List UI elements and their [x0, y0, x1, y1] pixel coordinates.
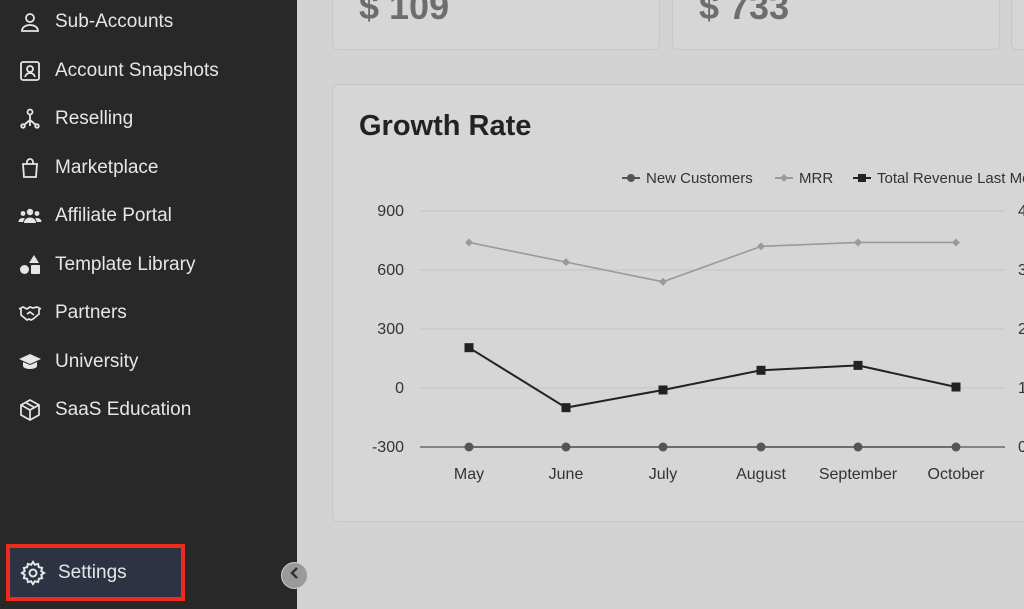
legend-label: New Customers [646, 169, 753, 187]
data-point [465, 238, 473, 247]
sidebar-item-label: Reselling [55, 108, 134, 129]
sidebar-item-reselling[interactable]: Reselling [16, 101, 286, 137]
y-tick-label: 0 [395, 380, 404, 397]
data-point [464, 343, 474, 353]
stat-card-1 [332, 0, 660, 50]
data-point [561, 442, 571, 452]
settings-label: Settings [58, 561, 127, 583]
sidebar-item-sub-accounts[interactable]: Sub-Accounts [16, 4, 286, 40]
data-point [756, 365, 766, 375]
data-point [951, 382, 961, 392]
data-point [561, 403, 571, 413]
x-tick-label: October [928, 466, 986, 483]
data-point [952, 238, 960, 247]
legend-circle-marker-icon [622, 174, 640, 182]
chevron-left-icon [288, 566, 302, 585]
data-point [853, 360, 863, 370]
x-tick-label: June [549, 466, 584, 483]
legend-mrr[interactable]: MRR [775, 168, 833, 188]
users-icon [16, 202, 44, 230]
legend-square-marker-icon [853, 174, 871, 182]
right-y-tick-label: 0 [1018, 439, 1024, 456]
growth-rate-card [332, 84, 1024, 522]
sidebar-item-label: SaaS Education [55, 399, 192, 420]
sidebar-item-affiliate-portal[interactable]: Affiliate Portal [16, 198, 286, 234]
data-point [464, 442, 474, 452]
data-point [658, 442, 668, 452]
right-y-tick-label: 2 [1018, 321, 1024, 338]
sidebar-item-label: Sub-Accounts [55, 11, 174, 32]
sidebar-item-label: Marketplace [55, 157, 159, 178]
stat-value-1: $ 109 [359, 0, 450, 27]
legend-label: Total Revenue Last Mo [877, 169, 1024, 187]
data-point [658, 385, 668, 395]
right-y-tick-label: 1 [1018, 380, 1024, 397]
stat-card-2 [672, 0, 1000, 50]
sidebar-item-university[interactable]: University [16, 344, 286, 380]
x-tick-label: July [649, 466, 677, 483]
reselling-icon [16, 105, 44, 133]
x-tick-label: September [819, 466, 898, 483]
sidebar-item-saas-education[interactable]: SaaS Education [16, 392, 286, 428]
data-point [853, 442, 863, 452]
sidebar-item-template-library[interactable]: Template Library [16, 247, 286, 283]
data-point [562, 258, 570, 267]
right-y-tick-label: 3 [1018, 262, 1024, 279]
series-line [468, 346, 957, 409]
sidebar-item-account-snapshots[interactable]: Account Snapshots [16, 53, 286, 89]
data-point [659, 277, 667, 286]
sidebar-item-label: Partners [55, 302, 127, 323]
snapshot-icon [16, 57, 44, 85]
legend-label: MRR [799, 169, 834, 187]
stat-value-2: $ 733 [699, 0, 790, 27]
legend-new-customers[interactable]: New Customers [622, 168, 753, 188]
x-tick-label: May [454, 466, 484, 483]
data-point [757, 242, 765, 251]
y-tick-label: 600 [377, 262, 404, 279]
data-point [951, 442, 961, 452]
sidebar: Sub-Accounts Account Snapshots Reselling… [0, 0, 297, 609]
sidebar-item-partners[interactable]: Partners [16, 295, 286, 331]
sidebar-item-settings[interactable]: Settings [6, 544, 185, 601]
sidebar-item-label: Affiliate Portal [55, 205, 172, 226]
series-line [468, 241, 956, 283]
right-y-tick-label: 4 [1018, 203, 1024, 220]
sidebar-item-label: University [55, 351, 139, 372]
box-icon [16, 396, 44, 424]
sidebar-item-label: Template Library [55, 254, 196, 275]
shopping-bag-icon [16, 154, 44, 182]
data-point [756, 442, 766, 452]
y-tick-label: -300 [372, 439, 404, 456]
y-tick-label: 900 [377, 203, 404, 220]
data-point [854, 238, 862, 247]
sidebar-item-label: Account Snapshots [55, 60, 219, 81]
sidebar-item-marketplace[interactable]: Marketplace [16, 150, 286, 186]
legend-total-revenue[interactable]: Total Revenue Last Mo [853, 168, 1024, 188]
collapse-sidebar-button[interactable] [281, 562, 308, 589]
shapes-icon [16, 251, 44, 279]
stat-card-3 [1011, 0, 1024, 50]
handshake-icon [16, 299, 44, 327]
legend-diamond-marker-icon [775, 174, 793, 182]
user-icon [16, 8, 44, 36]
gear-icon [19, 559, 47, 587]
x-tick-label: August [736, 466, 786, 483]
y-tick-label: 300 [377, 321, 404, 338]
graduation-cap-icon [16, 348, 44, 376]
chart-title: Growth Rate [359, 110, 532, 142]
